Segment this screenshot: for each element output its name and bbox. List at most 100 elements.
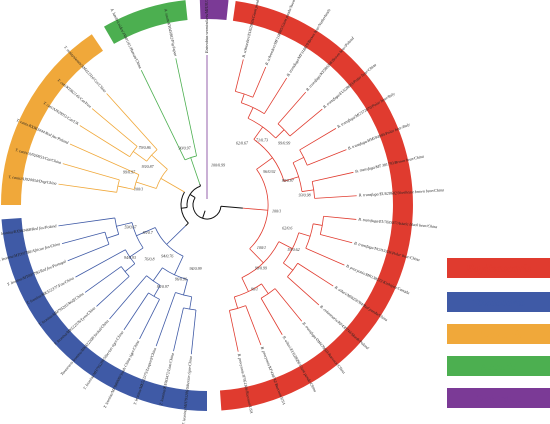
support-value: 99/0.99: [255, 265, 267, 270]
tree-branch: [190, 157, 201, 185]
tree-backbone: [192, 197, 222, 220]
tree-branch: [320, 234, 353, 244]
tree-branch: [152, 267, 163, 282]
tree-branch: [307, 149, 347, 166]
tree-branch: [229, 310, 239, 352]
tree-branch: [283, 262, 294, 271]
tree-branch: [249, 248, 264, 264]
tree-branch: [140, 70, 186, 161]
tree-branch: [91, 108, 138, 147]
ring-segment-baylisascaris: [219, 1, 413, 411]
tree-branch: [146, 149, 158, 162]
support-value: 93/0.87: [142, 164, 155, 169]
ring-segment-toxocaris: [1, 34, 104, 206]
legend-label: Toxascaris: [472, 295, 525, 309]
support-value: 100/1: [257, 245, 266, 250]
clade-ring: [1, 0, 413, 411]
legend-item-ascaris: Ascaris: [447, 356, 550, 380]
tree-branch: [241, 277, 249, 292]
tree-branch: [298, 232, 311, 237]
tree-branch: [305, 223, 314, 249]
tree-branch: [313, 223, 323, 226]
legend-item-toxascaris: Toxascaris: [447, 292, 550, 316]
tree-backbone: [189, 193, 196, 199]
tree-branch: [283, 176, 299, 182]
legend-label: Toxocaris: [474, 327, 523, 341]
tree-backbone: [186, 185, 201, 208]
legend-swatch: [447, 292, 550, 312]
tree-branch: [323, 215, 357, 220]
tree-branch: [58, 217, 115, 227]
support-value: 99/0.97: [123, 170, 136, 175]
tree-branch: [289, 108, 323, 137]
tree-branch: [84, 266, 122, 293]
tree-branch: [277, 123, 291, 137]
tree-branch: [256, 157, 273, 170]
tree-branch: [242, 207, 268, 211]
support-value: 100/1: [272, 208, 281, 213]
support-value: 90/0.97: [178, 145, 191, 150]
support-value: 96/0.92: [263, 169, 275, 174]
tree-support-values: 62/0.67 71/0.73 99/0.99 96/0.92 98/0.97 93/0.…: [123, 138, 311, 292]
tree-branch: [299, 128, 337, 151]
tree-branch: [160, 178, 185, 193]
legend-item-baylisascaris: Baylisascaris: [447, 258, 550, 282]
leaf-label: Enterobius vermicularis/MH101712/Pig/Chi…: [204, 0, 209, 54]
tree-branch: [67, 243, 110, 262]
tree-branches: [58, 55, 357, 355]
tree-branch: [96, 276, 130, 307]
support-value: 93/0.98: [299, 192, 311, 197]
tree-branch: [253, 139, 285, 182]
tree-branch: [129, 247, 144, 258]
tree-branch: [123, 292, 149, 331]
tree-branch: [61, 231, 106, 244]
tree-branch: [235, 91, 254, 98]
tree-branch: [69, 143, 140, 176]
tree-branch: [292, 157, 304, 164]
tree-branch: [114, 217, 120, 235]
legend-swatch: [447, 388, 550, 408]
tree-branch: [240, 93, 245, 103]
tree-branch: [229, 305, 246, 311]
legend-label: Ascaris: [480, 359, 517, 373]
tree-branch: [104, 232, 110, 245]
tree-branch: [75, 249, 126, 278]
legend-swatch: [447, 324, 550, 344]
tree-branch: [277, 91, 307, 125]
tree-branch: [189, 296, 193, 310]
tree-branch: [166, 225, 186, 245]
tree-branch: [292, 162, 303, 192]
tree-branch: [133, 151, 147, 162]
tree-branch: [299, 149, 308, 166]
tree-backbone: [202, 210, 206, 219]
tree-branch: [58, 183, 117, 193]
tree-branch: [124, 263, 136, 272]
tree-branch: [190, 309, 197, 355]
tree-branch: [133, 174, 140, 190]
tree-branch: [247, 107, 254, 119]
tree-branch: [275, 129, 285, 139]
tree-branch: [274, 288, 303, 322]
tree-branch: [116, 222, 133, 227]
tree-branch: [151, 154, 168, 170]
tree-backbone: [181, 206, 188, 209]
tree-branch: [252, 66, 267, 98]
support-value: 96/1: [251, 287, 258, 292]
leaf-label: T. canis/AJ920054/Dog/China: [8, 174, 57, 186]
tree-backbone: [185, 222, 189, 227]
tree-branch: [109, 275, 147, 320]
tree-branch: [234, 59, 244, 92]
support-value: 59/0.62: [287, 247, 299, 252]
support-value: 100/1: [134, 186, 143, 191]
tree-branch: [62, 163, 120, 181]
tree-branch: [117, 185, 135, 190]
tree-branch: [261, 283, 269, 294]
tree-branch: [233, 296, 239, 309]
tree-branch: [175, 58, 197, 157]
tree-backbone: [180, 191, 189, 224]
tree-branch: [301, 189, 314, 192]
tree-branch: [155, 292, 176, 347]
tree-branch: [136, 227, 156, 237]
tree-branch: [297, 262, 334, 287]
tree-branch: [249, 169, 269, 250]
